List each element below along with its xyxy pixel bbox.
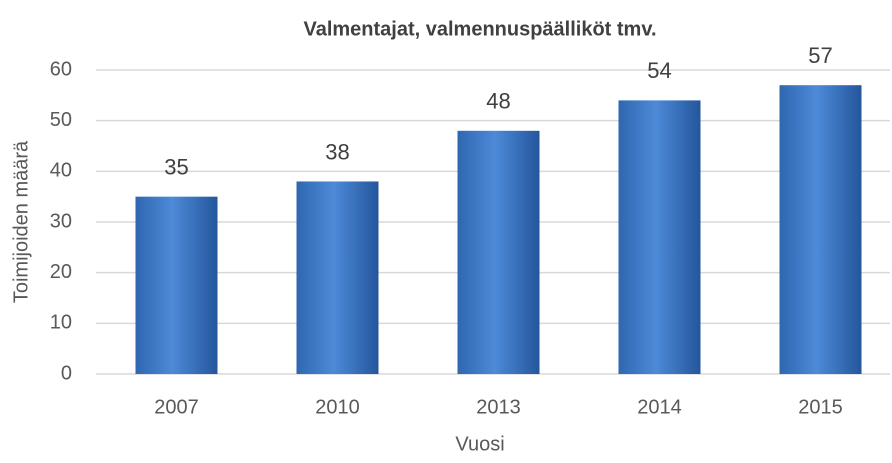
y-tick-label: 30	[50, 210, 72, 232]
bar	[296, 181, 379, 374]
bar	[618, 100, 701, 375]
y-tick-label: 20	[50, 261, 72, 283]
y-tick-label: 10	[50, 312, 72, 334]
data-label: 35	[164, 154, 188, 179]
x-tick-label: 2015	[798, 396, 843, 418]
data-label: 57	[808, 43, 832, 68]
x-tick-label: 2007	[154, 396, 199, 418]
x-tick-label: 2013	[476, 396, 521, 418]
data-label: 38	[325, 139, 349, 164]
x-tick-label: 2010	[315, 396, 360, 418]
x-tick-label: 2014	[637, 396, 682, 418]
y-tick-label: 0	[61, 362, 72, 384]
bar	[779, 85, 862, 374]
bar	[457, 130, 540, 374]
y-tick-label: 50	[50, 109, 72, 131]
bar	[135, 196, 218, 374]
data-label: 54	[647, 58, 671, 83]
data-label: 48	[486, 89, 510, 114]
y-axis-label: Toimijoiden määrä	[10, 140, 32, 303]
y-tick-label: 40	[50, 160, 72, 182]
x-axis-label: Vuosi	[455, 433, 504, 455]
y-tick-label: 60	[50, 58, 72, 80]
chart-title: Valmentajat, valmennuspäälliköt tmv.	[303, 18, 656, 40]
